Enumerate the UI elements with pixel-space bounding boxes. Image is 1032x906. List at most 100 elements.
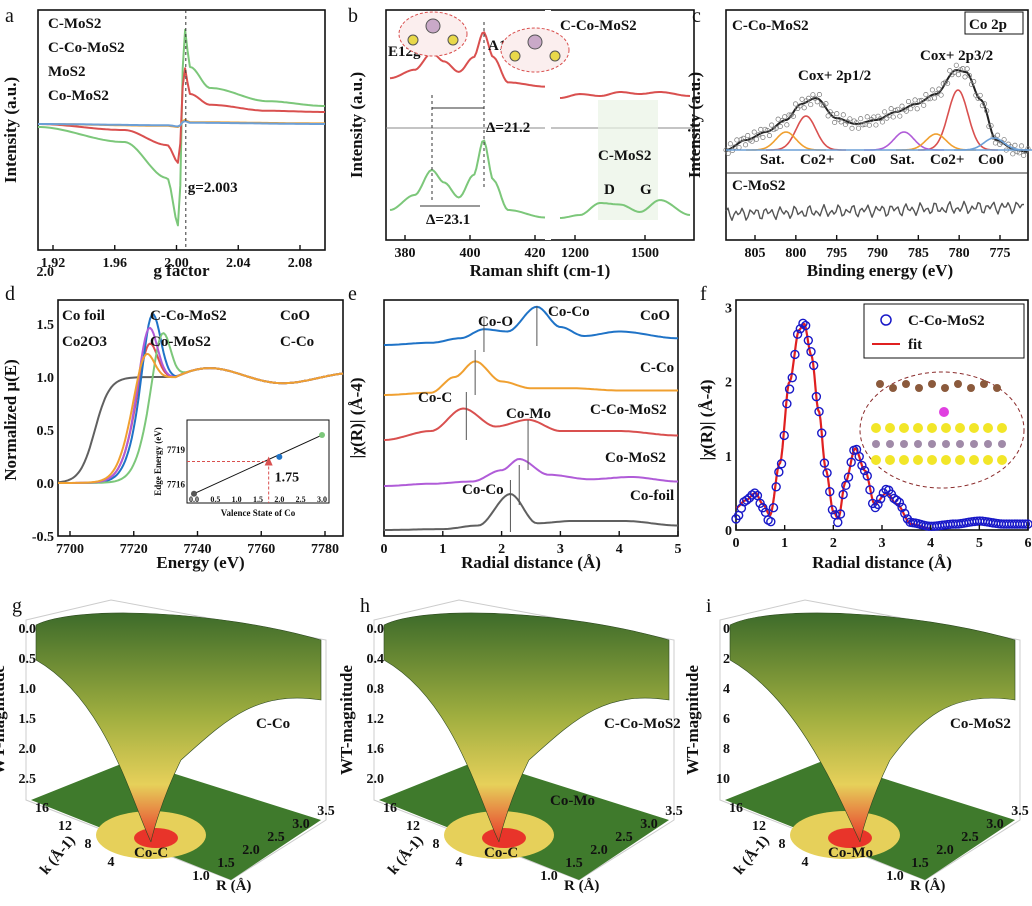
xps-data-point [953, 62, 959, 68]
xps-data-point [799, 96, 805, 102]
xps-data-point [769, 122, 775, 128]
data-point [814, 406, 824, 417]
exafs-series-3 [384, 458, 678, 487]
x-tick-label: 1200 [561, 246, 589, 261]
xps-data-point [860, 122, 866, 128]
raman-top-series [389, 31, 545, 88]
xps-bottom-title: C-MoS2 [732, 178, 785, 194]
inset-sample-star [264, 456, 273, 466]
r-tick-label: 1.5 [565, 856, 583, 871]
r-tick-label: 2.0 [936, 843, 954, 858]
mo-atom [970, 440, 978, 448]
mo-atom [425, 18, 441, 34]
data-point [892, 495, 902, 506]
carbon-atom [902, 380, 910, 388]
k-tick-label: 4 [108, 855, 115, 870]
peak-label: Co-C [484, 845, 518, 861]
y-axis-label: |χ(R)| (Å-4) [697, 380, 716, 461]
xps-data-point [908, 106, 914, 112]
y-tick-label: 2.0 [37, 265, 55, 280]
data-point [846, 457, 856, 467]
xps-data-point [825, 113, 831, 119]
k-tick-label: 8 [779, 837, 786, 852]
y-tick-label: 1.0 [37, 371, 55, 386]
xps-data-point [756, 132, 762, 138]
x-tick-label: 6 [1025, 536, 1032, 551]
data-point [782, 399, 792, 409]
xps-data-point [775, 116, 781, 122]
y-tick-label: 3 [725, 301, 732, 316]
xps-data-point [890, 114, 896, 120]
s-atom [927, 423, 937, 433]
xps-component-0 [766, 115, 846, 151]
carbon-atom [889, 384, 897, 392]
y-tick-label: 0.0 [37, 477, 55, 492]
x-tick-label: 2.00 [164, 256, 189, 271]
carbon-atom [876, 380, 884, 388]
x-tick-label: 2 [830, 536, 837, 551]
y-tick-label: 1 [725, 450, 732, 465]
z-tick-label: 1.2 [367, 712, 385, 727]
z-tick-label: 4 [723, 682, 730, 697]
exafs-series-2 [383, 407, 678, 441]
s-atom [913, 423, 923, 433]
xps-data-point [823, 101, 829, 107]
s-atom [447, 34, 459, 46]
x-tick-label: 7700 [56, 542, 84, 557]
xps-data-point [895, 106, 901, 112]
x-tick-label: 7760 [247, 542, 275, 557]
z-tick-label: 2.0 [367, 772, 385, 787]
data-point [827, 505, 838, 515]
inset-y-tick: 7719 [167, 445, 186, 455]
inset-reference-point [276, 453, 283, 460]
component-label: Co0 [978, 152, 1004, 168]
peak-label: Co-Mo [550, 793, 595, 809]
r-tick-label: 3.0 [986, 817, 1004, 832]
x-tick-label: 1500 [631, 246, 659, 261]
panel-letter: h [360, 595, 370, 617]
xps-data-point [977, 92, 983, 98]
xps-data-point [725, 150, 731, 156]
sample-label: Co-MoS2 [605, 450, 666, 466]
mos2-mode-inset [398, 11, 468, 57]
r-tick-label: 2.0 [242, 843, 260, 858]
xps-data-point [858, 116, 864, 122]
data-point [819, 458, 830, 468]
axes-frame [57, 299, 344, 537]
sample-label: C-Co-MoS2 [604, 716, 681, 732]
data-point [768, 503, 779, 513]
xps-data-point [981, 101, 988, 107]
x-tick-label: 795 [826, 246, 847, 261]
s-atom [549, 50, 561, 62]
r-tick-label: 3.0 [640, 817, 658, 832]
xps-data-point [932, 95, 938, 101]
xps-data-point [971, 79, 977, 85]
xps-data-point [814, 99, 820, 105]
s-atom [955, 455, 965, 465]
data-point [838, 489, 848, 500]
z-tick-label: 1.0 [19, 682, 37, 697]
y-axis-label: Normalized μ(E) [1, 359, 20, 481]
data-point [774, 467, 784, 477]
xps-data-point [945, 80, 951, 86]
x-axis-label: Radial distance (Å) [461, 553, 601, 572]
component-label: Sat. [760, 152, 785, 168]
r-tick-label: 2.5 [267, 830, 285, 845]
bond-label: Co-Co [548, 304, 590, 320]
xps-data-point [764, 127, 770, 134]
xps-data-point [847, 116, 853, 122]
data-point [787, 372, 797, 383]
xps-data-point [934, 91, 940, 97]
panel-letter: i [706, 595, 712, 617]
mo-atom [886, 440, 894, 448]
x-tick-label: 3 [557, 542, 564, 557]
x-tick-label: 2 [498, 542, 505, 557]
k-tick-label: 16 [383, 801, 397, 816]
wt-surface [383, 612, 670, 843]
data-point [835, 509, 846, 519]
xps-data-point [879, 119, 885, 125]
xps-data-point [882, 109, 888, 115]
xps-data-point [777, 123, 783, 129]
data-point [758, 503, 768, 513]
xps-data-point [910, 102, 916, 108]
